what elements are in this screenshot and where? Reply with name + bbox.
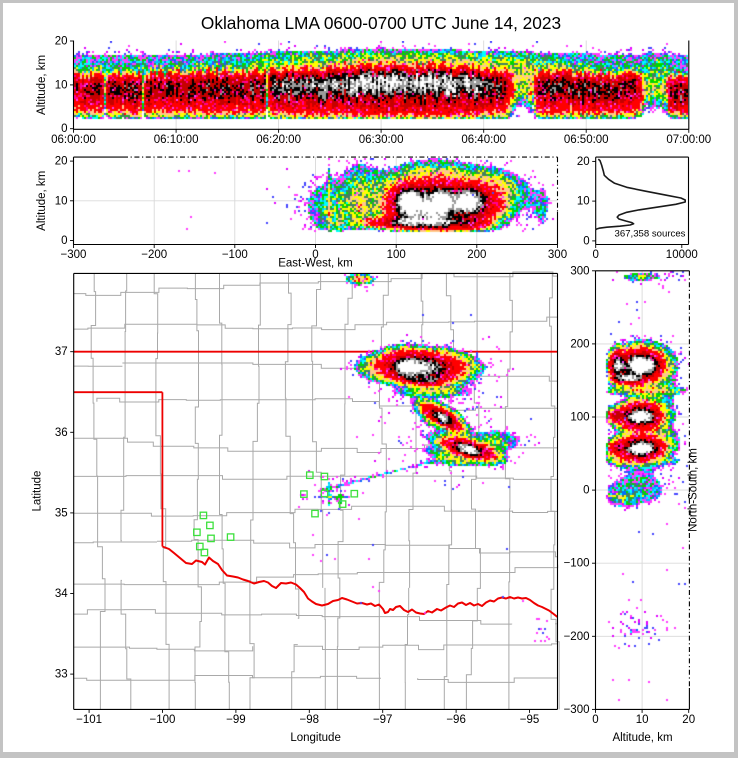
svg-text:20: 20 bbox=[55, 156, 68, 168]
svg-text:−100: −100 bbox=[150, 714, 176, 726]
svg-text:36: 36 bbox=[55, 427, 68, 439]
svg-text:−99: −99 bbox=[226, 714, 246, 726]
svg-text:300: 300 bbox=[548, 249, 567, 261]
svg-text:35: 35 bbox=[55, 507, 68, 519]
svg-text:Latitude: Latitude bbox=[32, 471, 44, 512]
svg-text:10000: 10000 bbox=[666, 249, 698, 261]
svg-text:Altitude, km: Altitude, km bbox=[612, 732, 672, 744]
svg-text:0: 0 bbox=[592, 249, 598, 261]
svg-text:367,358 sources: 367,358 sources bbox=[615, 228, 686, 239]
svg-text:−95: −95 bbox=[520, 714, 540, 726]
svg-text:20: 20 bbox=[682, 714, 695, 726]
svg-text:300: 300 bbox=[570, 265, 589, 277]
svg-text:33: 33 bbox=[55, 669, 68, 681]
svg-text:−96: −96 bbox=[446, 714, 466, 726]
svg-text:34: 34 bbox=[55, 588, 68, 600]
svg-text:Longitude: Longitude bbox=[290, 732, 341, 744]
svg-text:−300: −300 bbox=[61, 249, 87, 261]
svg-text:0: 0 bbox=[592, 714, 598, 726]
svg-text:10: 10 bbox=[55, 79, 68, 91]
svg-text:0: 0 bbox=[61, 123, 67, 135]
svg-text:06:30:00: 06:30:00 bbox=[359, 134, 404, 146]
svg-text:North-South, km: North-South, km bbox=[688, 448, 700, 532]
svg-text:Altitude, km: Altitude, km bbox=[36, 171, 48, 231]
svg-text:0: 0 bbox=[583, 485, 589, 497]
svg-text:06:40:00: 06:40:00 bbox=[461, 134, 506, 146]
svg-text:−200: −200 bbox=[564, 631, 590, 643]
svg-text:100: 100 bbox=[387, 249, 406, 261]
svg-text:Oklahoma LMA 0600-0700 UTC Jun: Oklahoma LMA 0600-0700 UTC June 14, 2023 bbox=[201, 13, 561, 33]
svg-text:−101: −101 bbox=[76, 714, 102, 726]
svg-text:06:50:00: 06:50:00 bbox=[564, 134, 609, 146]
svg-text:07:00:00: 07:00:00 bbox=[666, 134, 711, 146]
svg-text:200: 200 bbox=[467, 249, 486, 261]
svg-text:0: 0 bbox=[312, 249, 318, 261]
svg-text:06:20:00: 06:20:00 bbox=[256, 134, 301, 146]
svg-text:20: 20 bbox=[577, 156, 590, 168]
svg-text:−200: −200 bbox=[141, 249, 167, 261]
svg-text:−100: −100 bbox=[222, 249, 248, 261]
svg-text:10: 10 bbox=[636, 714, 649, 726]
svg-text:06:00:00: 06:00:00 bbox=[51, 134, 96, 146]
svg-text:0: 0 bbox=[583, 235, 589, 247]
svg-text:100: 100 bbox=[570, 412, 589, 424]
svg-text:10: 10 bbox=[55, 195, 68, 207]
svg-text:0: 0 bbox=[61, 235, 67, 247]
svg-text:20: 20 bbox=[55, 36, 68, 48]
svg-text:Altitude, km: Altitude, km bbox=[36, 55, 48, 115]
svg-text:East-West, km: East-West, km bbox=[278, 258, 353, 270]
svg-text:−97: −97 bbox=[373, 714, 393, 726]
svg-text:−100: −100 bbox=[564, 558, 590, 570]
svg-text:−300: −300 bbox=[564, 704, 590, 716]
svg-text:10: 10 bbox=[577, 196, 590, 208]
svg-text:200: 200 bbox=[570, 338, 589, 350]
svg-text:−98: −98 bbox=[300, 714, 320, 726]
svg-text:06:10:00: 06:10:00 bbox=[154, 134, 199, 146]
svg-text:37: 37 bbox=[55, 346, 68, 358]
